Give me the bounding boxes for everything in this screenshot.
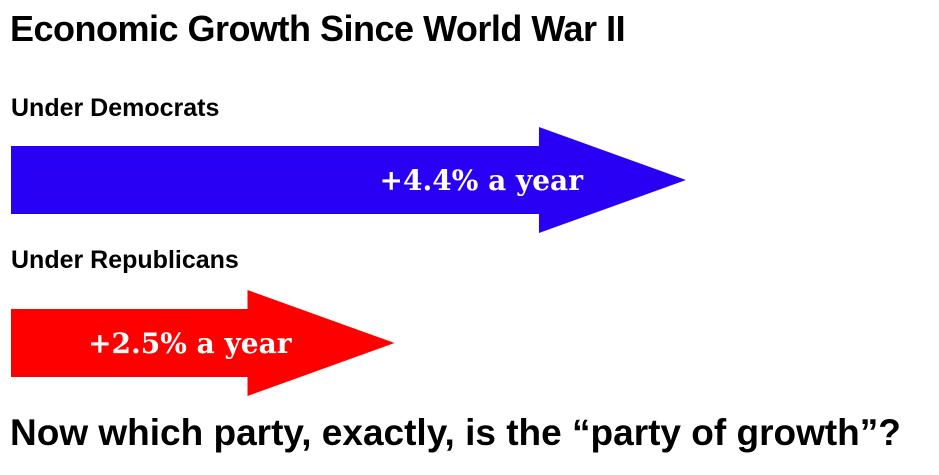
category-label-republicans: Under Republicans — [11, 246, 239, 274]
value-label-democrats: +4.4% a year — [380, 164, 585, 197]
value-label-republicans: +2.5% a year — [88, 327, 293, 360]
arrow-republicans — [11, 290, 395, 396]
arrow-democrats — [11, 127, 686, 233]
category-label-democrats: Under Democrats — [11, 94, 220, 122]
chart-title: Economic Growth Since World War II — [10, 8, 626, 49]
footer-question: Now which party, exactly, is the “party … — [10, 412, 901, 453]
